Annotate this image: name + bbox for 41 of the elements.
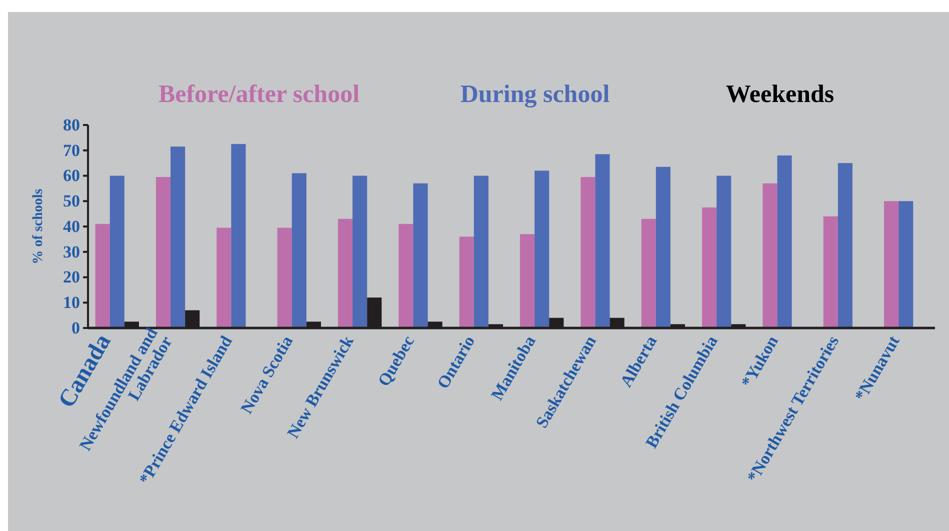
bar (110, 176, 124, 328)
bar (95, 224, 110, 328)
bar (413, 183, 428, 328)
bar (520, 234, 535, 328)
bar (277, 228, 292, 328)
y-tick-label: 40 (63, 216, 80, 236)
y-axis-title: % of schools (31, 188, 46, 264)
bar (838, 163, 852, 328)
y-tick-label: 0 (72, 318, 80, 338)
series-label: During school (460, 81, 610, 108)
text: Before/after school (158, 81, 360, 108)
y-tick-label: 50 (63, 192, 80, 211)
bar (702, 207, 717, 328)
bar (474, 176, 488, 328)
bar (823, 216, 838, 328)
bar (338, 218, 353, 328)
bar (170, 146, 186, 328)
text: Weekends (726, 81, 834, 108)
bar (716, 176, 732, 328)
bar (595, 154, 610, 328)
bar (777, 155, 792, 328)
bar (292, 173, 306, 328)
bar (352, 176, 368, 328)
y-tick-label: 80 (63, 115, 80, 134)
bar (762, 183, 778, 328)
y-tick-label: 30 (63, 242, 80, 262)
bar (580, 177, 596, 328)
bar (656, 166, 670, 328)
bar (459, 236, 474, 328)
bar (641, 218, 656, 328)
bar (216, 228, 232, 328)
bar (534, 170, 550, 328)
y-tick-label: 10 (63, 293, 80, 312)
y-tick-label: 60 (63, 166, 80, 186)
y-tick-label: 70 (63, 140, 80, 160)
bar (398, 224, 414, 328)
bar (156, 177, 171, 328)
bar (898, 201, 914, 328)
bar (231, 144, 246, 328)
y-tick-label: 20 (63, 268, 80, 287)
bar (884, 201, 899, 328)
